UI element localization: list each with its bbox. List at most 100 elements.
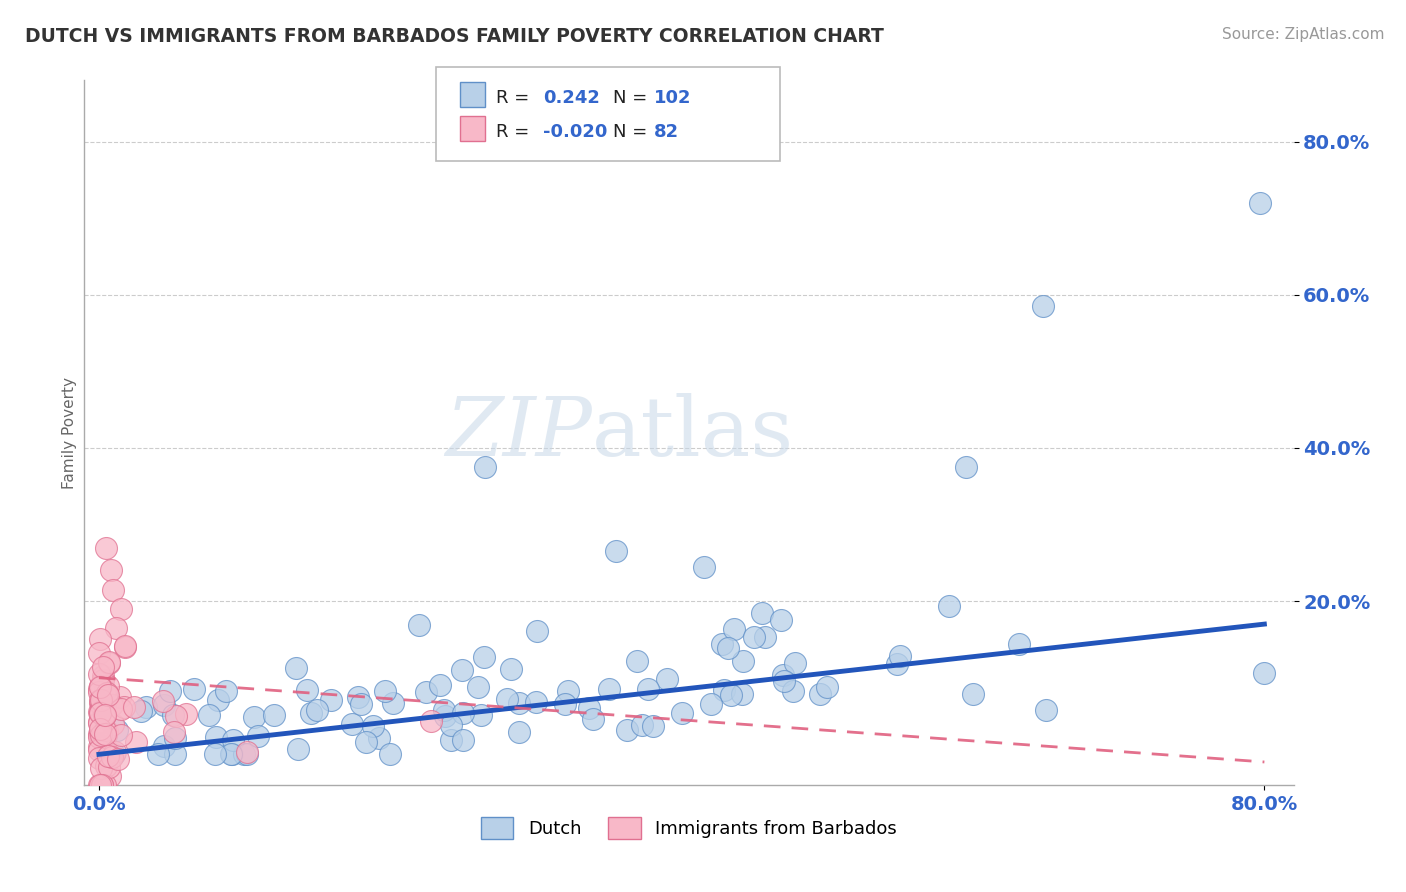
Point	[215, 684, 238, 698]
Point	[434, 709, 457, 723]
Point	[135, 700, 157, 714]
Point	[110, 727, 132, 741]
Point	[440, 732, 463, 747]
Point	[146, 747, 169, 762]
Point	[87, 750, 110, 764]
Point	[94, 759, 117, 773]
Text: -0.020: -0.020	[543, 123, 607, 141]
Point	[100, 564, 122, 578]
Point	[713, 683, 735, 698]
Point	[470, 708, 492, 723]
Point	[1253, 665, 1275, 680]
Point	[815, 680, 838, 694]
Point	[754, 631, 776, 645]
Point	[103, 582, 125, 597]
Point	[91, 669, 114, 683]
Point	[90, 679, 112, 693]
Point	[415, 685, 437, 699]
Point	[526, 624, 548, 638]
Point	[432, 703, 454, 717]
Point	[89, 632, 111, 647]
Point	[197, 707, 219, 722]
Point	[96, 728, 118, 742]
Point	[1035, 703, 1057, 717]
Point	[598, 682, 620, 697]
Point	[472, 650, 495, 665]
Point	[89, 679, 111, 693]
Point	[451, 706, 474, 720]
Point	[110, 702, 132, 716]
Point	[87, 716, 110, 731]
Point	[204, 747, 226, 762]
Point	[782, 684, 804, 698]
Point	[183, 682, 205, 697]
Point	[508, 724, 530, 739]
Point	[319, 693, 342, 707]
Point	[87, 778, 110, 792]
Point	[955, 460, 977, 475]
Point	[408, 618, 430, 632]
Point	[104, 745, 127, 759]
Point	[89, 693, 111, 707]
Point	[285, 661, 308, 675]
Point	[716, 641, 738, 656]
Point	[307, 703, 329, 717]
Point	[89, 705, 111, 719]
Point	[114, 640, 136, 654]
Text: 102: 102	[654, 89, 692, 107]
Point	[89, 722, 111, 736]
Point	[207, 693, 229, 707]
Point	[429, 678, 451, 692]
Legend: Dutch, Immigrants from Barbados: Dutch, Immigrants from Barbados	[474, 810, 904, 847]
Point	[499, 662, 522, 676]
Text: DUTCH VS IMMIGRANTS FROM BARBADOS FAMILY POVERTY CORRELATION CHART: DUTCH VS IMMIGRANTS FROM BARBADOS FAMILY…	[25, 27, 884, 45]
Point	[582, 712, 605, 726]
Point	[554, 697, 576, 711]
Point	[93, 723, 115, 738]
Point	[93, 708, 115, 723]
Point	[495, 692, 517, 706]
Point	[89, 681, 111, 695]
Point	[114, 640, 136, 654]
Point	[232, 747, 254, 762]
Point	[605, 544, 627, 558]
Text: N =: N =	[613, 123, 647, 141]
Point	[287, 741, 309, 756]
Text: 0.242: 0.242	[543, 89, 599, 107]
Point	[962, 687, 984, 701]
Point	[474, 460, 496, 475]
Text: N =: N =	[613, 89, 647, 107]
Point	[97, 655, 120, 669]
Point	[236, 745, 259, 759]
Point	[98, 760, 121, 774]
Point	[129, 705, 152, 719]
Point	[219, 747, 242, 762]
Point	[467, 680, 489, 694]
Point	[94, 708, 117, 723]
Point	[524, 695, 547, 709]
Point	[93, 727, 115, 741]
Point	[808, 687, 831, 701]
Point	[89, 685, 111, 699]
Point	[125, 734, 148, 748]
Point	[94, 778, 117, 792]
Point	[361, 719, 384, 733]
Point	[347, 690, 370, 704]
Point	[616, 723, 638, 737]
Point	[221, 747, 243, 762]
Text: 82: 82	[654, 123, 679, 141]
Point	[1249, 195, 1271, 210]
Point	[246, 730, 269, 744]
Point	[340, 716, 363, 731]
Point	[101, 717, 124, 731]
Point	[301, 706, 323, 720]
Point	[626, 654, 648, 668]
Point	[733, 654, 755, 668]
Point	[938, 599, 960, 614]
Point	[110, 601, 132, 615]
Point	[93, 698, 115, 712]
Point	[97, 688, 120, 702]
Text: atlas: atlas	[592, 392, 794, 473]
Point	[451, 663, 474, 677]
Point	[101, 698, 124, 712]
